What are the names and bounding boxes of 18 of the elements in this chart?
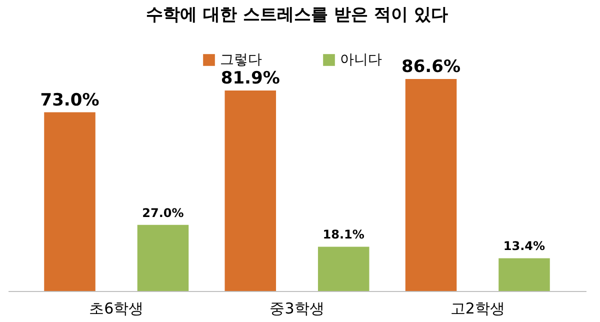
bar [405, 79, 457, 291]
data-label: 13.4% [503, 239, 546, 254]
bar [44, 112, 96, 291]
legend-label: 그렇다 [220, 52, 262, 68]
data-label: 86.6% [402, 57, 461, 77]
bar [137, 224, 189, 291]
chart-title: 수학에 대한 스트레스를 받은 적이 있다 [146, 5, 448, 25]
x-tick-label: 고2학생 [450, 300, 505, 318]
data-label: 18.1% [322, 228, 364, 242]
bar [318, 246, 370, 291]
legend-label: 아니다 [340, 52, 382, 68]
bar [498, 258, 550, 291]
x-tick-label: 초6학생 [89, 300, 144, 318]
bar [224, 90, 276, 291]
x-tick-label: 중3학생 [270, 300, 324, 318]
data-label: 27.0% [142, 206, 184, 220]
data-label: 81.9% [220, 68, 280, 89]
data-label: 73.0% [40, 90, 100, 110]
